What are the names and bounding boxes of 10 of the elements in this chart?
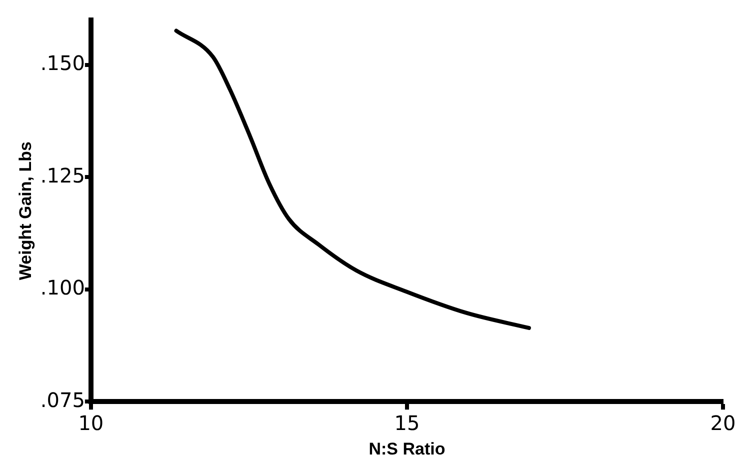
x-tick-label: 15 xyxy=(394,410,420,435)
y-axis-title: Weight Gain, Lbs xyxy=(16,142,35,280)
y-tick-label: .125 xyxy=(40,163,85,188)
x-tick-label: 10 xyxy=(78,410,104,435)
y-tick-label: .100 xyxy=(40,276,85,300)
y-tick-label: .075 xyxy=(40,388,85,412)
x-axis-title: N:S Ratio xyxy=(368,439,446,458)
line-series xyxy=(174,28,531,330)
y-tick-label: .150 xyxy=(40,51,85,76)
x-tick-label: 20 xyxy=(710,410,736,435)
